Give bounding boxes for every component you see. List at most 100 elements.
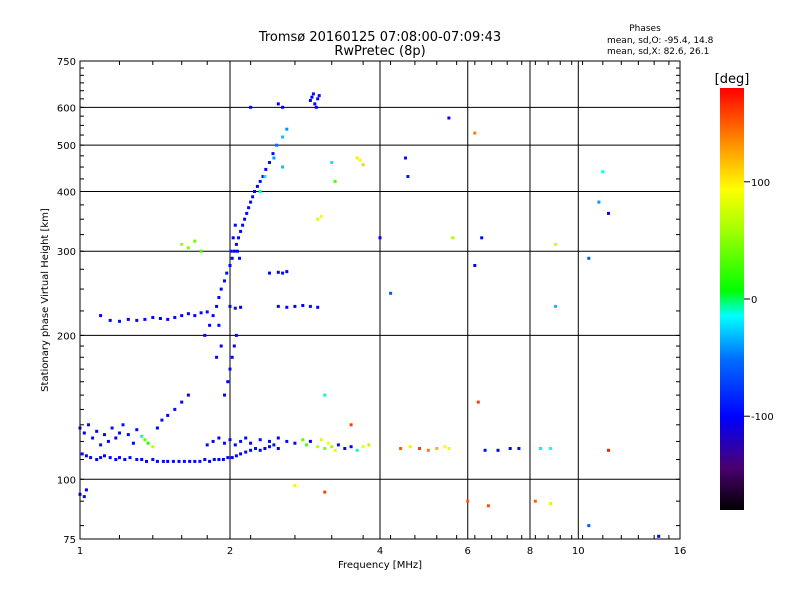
data-point [268, 445, 271, 449]
data-point [198, 459, 202, 463]
y-tick-label: 750 [57, 57, 76, 68]
data-point [208, 459, 212, 463]
data-point [241, 223, 245, 227]
data-point [239, 229, 243, 233]
data-point [221, 458, 225, 461]
data-point [135, 318, 139, 322]
data-point [235, 249, 239, 253]
data-point [285, 305, 289, 309]
data-point [212, 458, 216, 461]
data-point [82, 431, 86, 435]
x-tick-label: 1 [77, 546, 83, 557]
data-point [301, 438, 305, 442]
data-point [89, 456, 93, 460]
data-point [82, 495, 86, 499]
data-point [233, 306, 237, 310]
data-point [311, 92, 315, 96]
data-point [226, 456, 230, 460]
data-point [255, 184, 259, 188]
data-point [182, 459, 186, 463]
data-point [323, 490, 327, 494]
data-point [234, 242, 238, 246]
data-point [226, 380, 230, 384]
data-point [171, 459, 175, 463]
data-point [657, 534, 661, 538]
data-point [173, 407, 177, 411]
data-point [193, 314, 197, 318]
data-point [268, 439, 271, 443]
data-point [103, 454, 106, 458]
y-tick-label: 75 [63, 535, 76, 546]
data-point [91, 436, 95, 440]
data-point [549, 447, 553, 450]
data-point [247, 206, 251, 210]
data-point [237, 236, 240, 240]
data-point [180, 400, 184, 404]
data-point [355, 156, 359, 160]
data-point [158, 317, 162, 320]
data-point [228, 367, 232, 371]
data-point [106, 439, 110, 443]
data-point [99, 314, 103, 318]
data-point [217, 323, 221, 327]
data-point [336, 443, 340, 447]
data-point [223, 279, 226, 283]
data-point [293, 484, 297, 488]
data-point [408, 445, 412, 449]
data-point [223, 393, 226, 397]
data-point [160, 418, 164, 422]
data-point [193, 239, 197, 243]
data-point [118, 456, 121, 460]
data-point [108, 456, 112, 460]
x-axis-label: Frequency [MHz] [338, 560, 422, 571]
data-point [166, 413, 170, 417]
data-point [476, 400, 480, 404]
plot-frame [79, 60, 681, 540]
data-point [378, 236, 382, 240]
data-point [263, 175, 267, 178]
data-point [254, 447, 257, 450]
data-point [316, 445, 320, 449]
stats-line-o: mean, sd,O: -95.4, 14.8 [607, 36, 714, 46]
data-point [140, 434, 144, 438]
data-point [243, 217, 247, 221]
stats-heading: Phases [629, 24, 661, 34]
data-point [114, 436, 118, 440]
data-point [399, 447, 403, 450]
data-point [238, 256, 241, 260]
data-point [217, 458, 221, 461]
data-point [323, 393, 327, 397]
data-point [358, 158, 362, 162]
data-point [268, 271, 271, 275]
data-point [121, 423, 125, 427]
data-point [597, 200, 601, 204]
data-point [229, 249, 233, 253]
data-point [211, 439, 215, 443]
data-point [143, 317, 147, 321]
y-tick-label: 100 [57, 475, 76, 486]
data-point [281, 105, 285, 109]
data-point [203, 458, 207, 461]
data-point [239, 305, 243, 309]
data-point [554, 304, 557, 308]
data-point [188, 459, 192, 463]
data-point [166, 317, 170, 321]
data-point [293, 304, 297, 308]
y-axis-ticks: 75 100 200 300 400 500 600 750 [57, 57, 680, 546]
data-point [276, 436, 280, 440]
data-point [361, 445, 365, 449]
data-point [245, 211, 249, 215]
data-point [272, 156, 276, 160]
data-point [244, 436, 248, 440]
data-point [483, 448, 487, 452]
stats-line-x: mean, sd,X: 82.6, 26.1 [607, 47, 709, 57]
data-point [496, 448, 500, 452]
data-point [173, 316, 177, 319]
data-point [253, 190, 256, 193]
data-point [186, 393, 190, 397]
data-point [447, 116, 451, 120]
data-point [225, 271, 229, 275]
data-point [177, 459, 181, 463]
colorbar-tick-label: -100 [751, 412, 774, 423]
